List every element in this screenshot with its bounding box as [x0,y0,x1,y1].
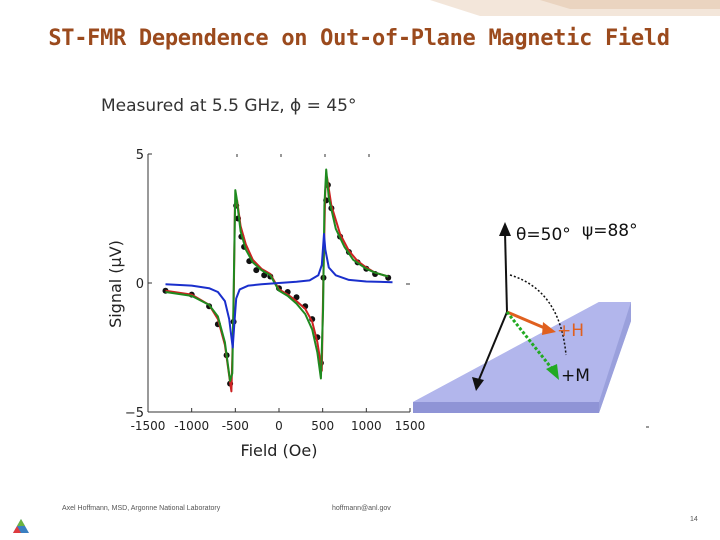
x-tick-label-0: -1500 [131,419,166,433]
m-arrow [505,311,555,371]
data-point-series-0-13 [261,272,268,279]
x-axis-label: Field (Oe) [241,441,318,460]
slide-title: ST-FMR Dependence on Out-of-Plane Magnet… [48,26,670,51]
page-number: 14 [690,516,698,523]
data-point-series-0-12 [253,267,260,274]
x-tick-label-6: 1500 [395,419,426,433]
argonne-logo-icon [13,519,29,533]
series-line-2 [165,168,389,382]
z-axis-arrow [504,231,508,313]
h-field-arrowhead [542,322,556,335]
psi-label: ψ=88° [582,221,638,241]
h-field-arrow [506,310,548,331]
footer-email: hoffmann@anl.gov [332,505,391,512]
in-plane-axis-arrowhead [472,377,484,391]
film-edge-side [599,302,631,413]
in-plane-axis-arrow [477,311,508,383]
data-point-series-0-17 [293,294,300,301]
m-arrowhead [546,364,559,380]
theta-arc [509,274,567,356]
y-axis-label: Signal (μV) [106,240,125,328]
y-tick-label-2: −5 [125,406,144,421]
x-tick-label-1: -1000 [174,419,209,433]
footer-author: Axel Hoffmann, MSD, Argonne National Lab… [62,505,221,512]
x-tick-label-2: -500 [222,419,249,433]
x-tick-label-4: 500 [311,419,334,433]
series-line-1 [165,176,389,393]
film-edge-front [413,402,599,413]
slide-subtitle: Measured at 5.5 GHz, ϕ = 45° [101,96,357,116]
series-line-3 [165,233,393,349]
geometry-diagram: θ=50° ψ=88° +H +M [413,221,649,428]
header-decoration [430,0,720,16]
theta-label: θ=50° [516,225,571,245]
x-tick-label-5: 1000 [351,419,382,433]
h-label: +H [557,321,584,341]
m-label: +M [561,366,590,386]
y-tick-label-0: 5 [136,148,144,163]
y-tick-label-1: 0 [136,277,144,292]
x-tick-label-3: 0 [275,419,283,433]
z-axis-arrowhead [499,222,511,236]
film-plane-top [413,302,631,402]
